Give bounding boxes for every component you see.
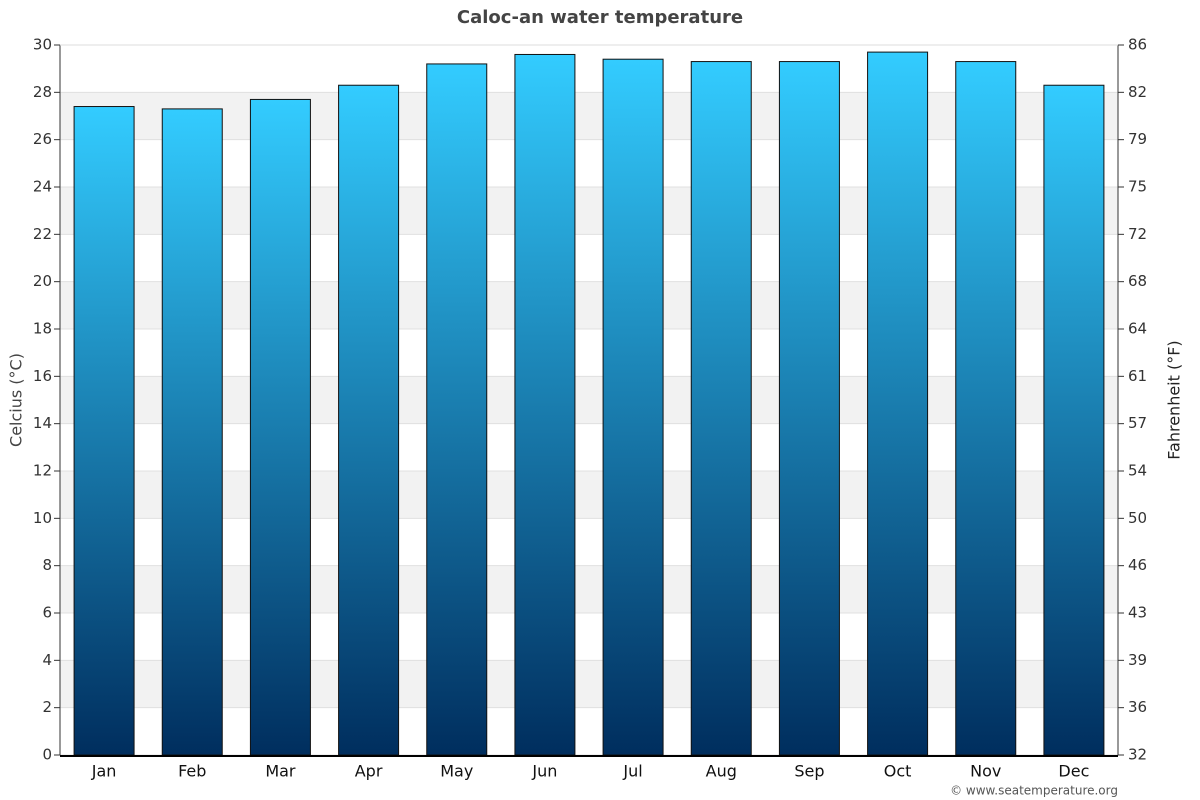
x-tick-label: May bbox=[440, 762, 473, 781]
y-tick-label: 24 bbox=[33, 178, 52, 196]
y2-tick-label: 32 bbox=[1128, 746, 1147, 764]
grid-band bbox=[60, 281, 1118, 329]
bar bbox=[426, 63, 488, 756]
y2-tick-label: 36 bbox=[1128, 698, 1147, 716]
bar bbox=[602, 58, 664, 756]
y-tick-label: 14 bbox=[33, 414, 52, 432]
x-tick-label: Mar bbox=[265, 762, 296, 781]
y-tick-label: 30 bbox=[33, 36, 52, 54]
x-tick-label: Jun bbox=[531, 762, 557, 781]
bar bbox=[690, 61, 752, 756]
y-tick-label: 8 bbox=[42, 556, 52, 574]
y2-tick-label: 54 bbox=[1128, 462, 1147, 480]
grid-band bbox=[60, 565, 1118, 613]
x-tick-label: Apr bbox=[355, 762, 383, 781]
y2-tick-label: 46 bbox=[1128, 556, 1147, 574]
y-tick-label: 28 bbox=[33, 83, 52, 101]
y2-tick-label: 68 bbox=[1128, 272, 1147, 290]
y-tick-label: 26 bbox=[33, 130, 52, 148]
y2-tick-label: 86 bbox=[1128, 36, 1147, 54]
y-tick-label: 20 bbox=[33, 272, 52, 290]
x-tick-label: Dec bbox=[1058, 762, 1089, 781]
grid-band bbox=[60, 660, 1118, 708]
y2-tick-label: 64 bbox=[1128, 320, 1147, 338]
x-tick-label: Sep bbox=[794, 762, 824, 781]
y2-tick-label: 75 bbox=[1128, 178, 1147, 196]
y2-tick-label: 57 bbox=[1128, 414, 1147, 432]
y2-axis-label: Fahrenheit (°F) bbox=[1165, 340, 1184, 459]
grid-band bbox=[60, 187, 1118, 235]
x-tick-label: Feb bbox=[178, 762, 206, 781]
y-tick-label: 12 bbox=[33, 462, 52, 480]
bar bbox=[867, 51, 929, 756]
bar bbox=[249, 98, 311, 756]
bar bbox=[514, 53, 576, 756]
y-tick-label: 6 bbox=[42, 604, 52, 622]
x-tick-label: Jul bbox=[622, 762, 642, 781]
bar bbox=[955, 61, 1017, 756]
credit: © www.seatemperature.org bbox=[950, 784, 1118, 798]
x-tick-label: Nov bbox=[970, 762, 1001, 781]
y-tick-label: 22 bbox=[33, 225, 52, 243]
x-tick-label: Aug bbox=[706, 762, 737, 781]
grid-band bbox=[60, 92, 1118, 140]
y-axis-label: Celcius (°C) bbox=[7, 353, 26, 447]
bar bbox=[73, 106, 135, 756]
y2-tick-label: 39 bbox=[1128, 651, 1147, 669]
y2-tick-label: 61 bbox=[1128, 367, 1147, 385]
y2-tick-label: 79 bbox=[1128, 130, 1147, 148]
y2-tick-label: 50 bbox=[1128, 509, 1147, 527]
grid-band bbox=[60, 471, 1118, 519]
grid-band bbox=[60, 376, 1118, 424]
y-tick-label: 0 bbox=[42, 746, 52, 764]
y-tick-label: 2 bbox=[42, 698, 52, 716]
y-tick-label: 4 bbox=[42, 651, 52, 669]
y-tick-label: 10 bbox=[33, 509, 52, 527]
bar bbox=[1043, 84, 1105, 756]
y2-tick-label: 43 bbox=[1128, 604, 1147, 622]
bar bbox=[778, 61, 840, 756]
y2-tick-label: 72 bbox=[1128, 225, 1147, 243]
bar bbox=[338, 84, 400, 756]
x-tick-label: Oct bbox=[884, 762, 912, 781]
y-tick-label: 18 bbox=[33, 320, 52, 338]
x-tick-label: Jan bbox=[91, 762, 117, 781]
y2-tick-label: 82 bbox=[1128, 83, 1147, 101]
chart-title: Caloc-an water temperature bbox=[457, 7, 743, 28]
y-tick-label: 16 bbox=[33, 367, 52, 385]
bar bbox=[161, 108, 223, 756]
